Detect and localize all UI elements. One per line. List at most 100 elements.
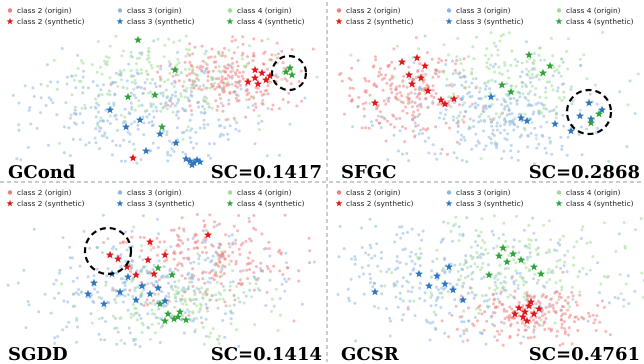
point-c3o xyxy=(145,115,149,119)
point-c4o xyxy=(481,261,485,265)
point-c2o xyxy=(238,252,242,256)
point-c3o xyxy=(47,96,51,100)
point-c4o xyxy=(184,54,188,58)
point-c4o xyxy=(500,72,504,76)
point-c3o xyxy=(164,101,168,105)
point-c3o xyxy=(418,256,422,260)
point-c3o xyxy=(253,142,257,146)
point-c4o xyxy=(242,64,246,68)
point-c3o xyxy=(444,63,448,66)
point-c3o xyxy=(234,127,238,131)
point-c2o xyxy=(388,78,392,82)
point-c3o xyxy=(473,316,477,319)
point-c4o xyxy=(466,266,470,270)
point-c4o xyxy=(162,55,166,59)
point-c2o xyxy=(521,304,525,307)
point-c4o xyxy=(100,93,104,97)
point-c3o xyxy=(142,133,146,137)
point-c2o xyxy=(509,316,513,320)
point-c4o xyxy=(514,261,518,265)
point-c2o xyxy=(347,76,351,80)
point-c2o xyxy=(407,92,410,96)
point-c2o xyxy=(138,235,142,239)
legend-label: class 4 (origin) xyxy=(237,188,292,197)
point-c3o xyxy=(507,112,511,116)
legend-label: class 2 (origin) xyxy=(346,6,401,15)
point-c3o xyxy=(503,123,507,126)
point-c3o xyxy=(231,280,235,284)
star-c2s xyxy=(421,61,429,70)
point-c3o xyxy=(124,288,127,292)
point-c2o xyxy=(411,113,415,117)
point-c4o xyxy=(624,282,628,286)
point-c4o xyxy=(151,109,155,113)
point-c2o xyxy=(292,319,296,323)
point-c3o xyxy=(633,112,637,115)
point-c2o xyxy=(238,278,242,282)
point-c2o xyxy=(234,262,238,266)
point-c4o xyxy=(548,278,552,281)
point-c2o xyxy=(383,76,386,80)
point-c3o xyxy=(99,88,103,92)
point-c3o xyxy=(123,294,127,298)
point-c2o xyxy=(444,121,448,125)
point-c3o xyxy=(179,71,183,75)
point-c2o xyxy=(376,104,380,108)
point-c4o xyxy=(139,68,143,72)
point-c3o xyxy=(236,81,240,85)
point-c2o xyxy=(189,109,193,112)
point-c4o xyxy=(521,277,525,280)
point-c4o xyxy=(125,86,129,90)
star-c3s xyxy=(567,126,575,135)
legend-marker xyxy=(445,199,453,207)
point-c2o xyxy=(208,213,212,217)
point-c4o xyxy=(578,57,582,61)
point-c4o xyxy=(427,105,430,109)
point-c4o xyxy=(201,98,205,102)
point-c3o xyxy=(531,216,535,220)
point-c3o xyxy=(127,326,131,330)
point-c2o xyxy=(534,302,538,306)
point-c2o xyxy=(216,105,220,108)
point-c3o xyxy=(508,97,512,101)
point-c3o xyxy=(195,142,199,146)
point-c4o xyxy=(203,52,207,56)
point-c4o xyxy=(280,77,284,81)
point-c3o xyxy=(476,139,480,143)
point-c2o xyxy=(266,92,270,96)
point-c2o xyxy=(380,78,384,81)
point-c3o xyxy=(617,232,621,236)
point-c4o xyxy=(455,55,459,59)
point-c4o xyxy=(581,266,585,270)
star-c2s xyxy=(437,95,445,104)
point-c3o xyxy=(139,86,143,90)
point-c2o xyxy=(181,241,185,245)
point-c4o xyxy=(528,243,532,246)
point-c4o xyxy=(175,63,179,67)
point-c3o xyxy=(561,113,565,117)
point-c3o xyxy=(210,78,214,82)
point-c3o xyxy=(566,135,570,139)
point-c4o xyxy=(72,78,76,82)
point-c4o xyxy=(554,281,558,285)
point-c3o xyxy=(368,272,372,276)
point-c3o xyxy=(417,103,421,107)
point-c4o xyxy=(484,248,487,252)
point-c3o xyxy=(393,240,397,244)
point-c2o xyxy=(201,59,205,63)
point-c3o xyxy=(181,150,185,154)
point-c3o xyxy=(68,154,72,158)
point-c3o xyxy=(159,67,163,71)
point-c2o xyxy=(517,328,521,332)
point-c4o xyxy=(100,72,104,76)
star-c4s xyxy=(168,270,176,279)
point-c4o xyxy=(471,77,475,81)
point-c2o xyxy=(238,71,242,75)
point-c4o xyxy=(421,73,425,77)
point-c3o xyxy=(375,242,379,246)
point-c3o xyxy=(580,153,584,157)
legend: class 2 (origin) class 3 (origin) class 4 … xyxy=(6,6,305,26)
star-c2s xyxy=(150,269,158,278)
point-c2o xyxy=(285,79,289,83)
point-c2o xyxy=(232,224,236,228)
